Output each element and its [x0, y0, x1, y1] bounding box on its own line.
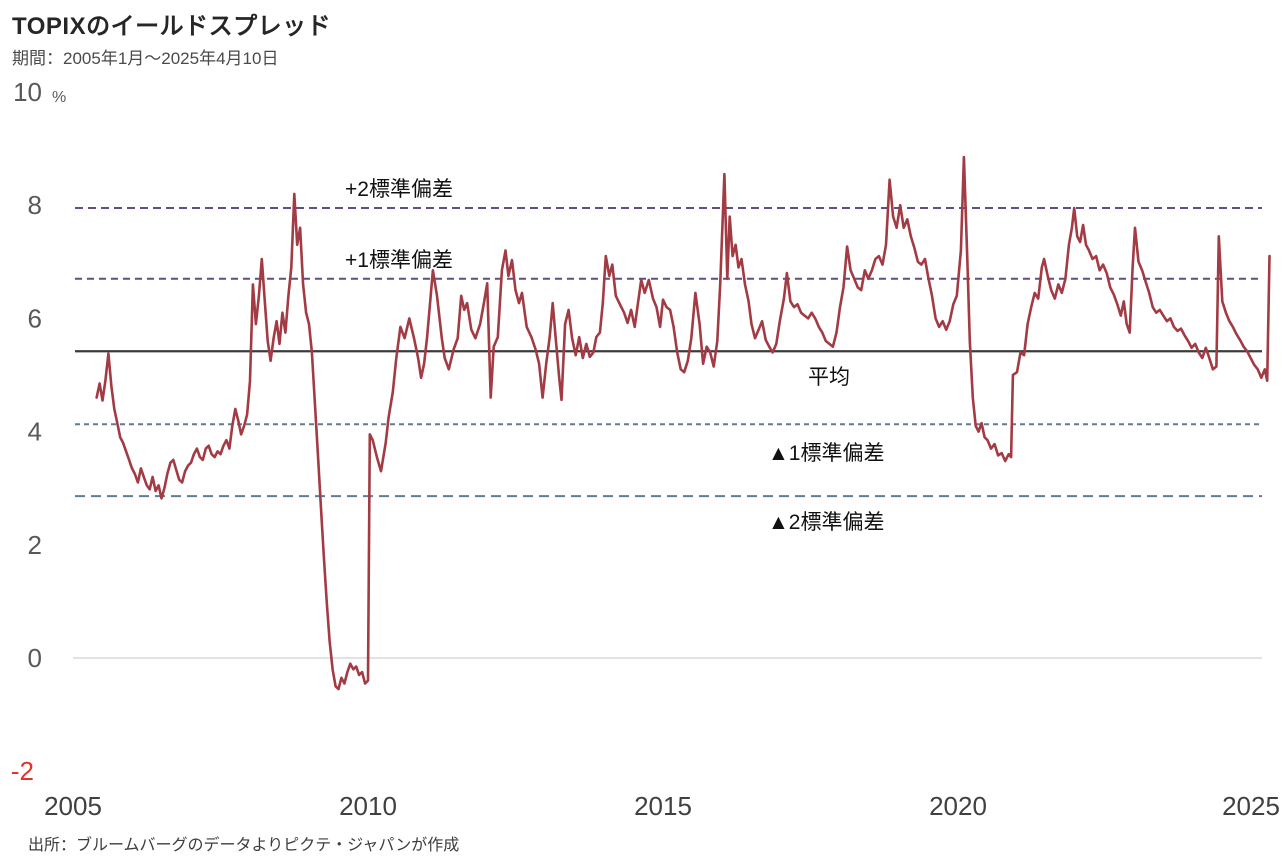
minus1sd-label: ▲1標準偏差	[768, 442, 884, 465]
x-tick-2025: 2025	[1222, 791, 1280, 821]
x-tick-2010: 2010	[339, 791, 397, 821]
y-tick-10: 10	[13, 77, 42, 107]
x-tick-2015: 2015	[634, 791, 692, 821]
yield-spread-series	[95, 155, 1271, 691]
plus1sd-label: +1標準偏差	[345, 249, 453, 272]
chart-period-subtitle: 期間：2005年1月～2025年4月10日	[12, 49, 279, 68]
y-tick-8: 8	[28, 190, 42, 220]
y-tick-6: 6	[28, 303, 42, 333]
y-tick--2: -2	[11, 756, 34, 786]
plus2sd-label: +2標準偏差	[345, 178, 453, 201]
minus2sd-label: ▲2標準偏差	[768, 511, 884, 534]
mean-label: 平均	[808, 366, 850, 389]
y-tick-2: 2	[28, 530, 42, 560]
y-axis-unit: %	[52, 89, 66, 106]
chart-title: TOPIXのイールドスプレッド	[12, 13, 332, 40]
y-tick-4: 4	[28, 417, 42, 447]
source-note: 出所：ブルームバーグのデータよりピクテ・ジャパンが作成	[28, 837, 460, 854]
x-tick-2005: 2005	[44, 791, 102, 821]
y-tick-0: 0	[28, 643, 42, 673]
x-tick-2020: 2020	[929, 791, 987, 821]
